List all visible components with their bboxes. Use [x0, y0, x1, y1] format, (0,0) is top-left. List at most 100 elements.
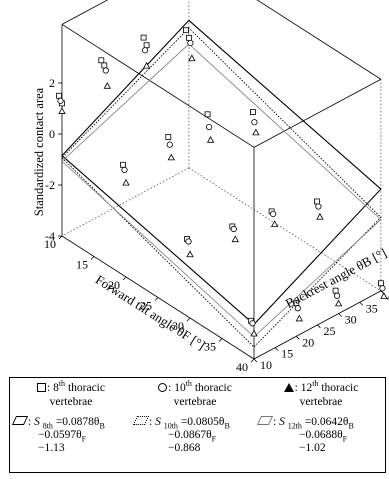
box-edge	[253, 78, 382, 148]
backrest-tick-label: 20	[302, 335, 314, 349]
data-point-circle	[249, 320, 256, 327]
dotted-plane-icon	[132, 416, 150, 425]
forward-tick	[186, 317, 191, 322]
data-point-triangle	[103, 81, 111, 89]
forward-tick	[122, 276, 127, 281]
y-axis-title: Standardized contact area	[32, 87, 46, 216]
data-point-triangle	[231, 235, 239, 243]
data-point-circle	[185, 238, 192, 245]
forward-tick-label: 15	[76, 258, 88, 272]
forward-tick-label: 25	[140, 299, 152, 313]
data-point-square	[140, 34, 147, 41]
data-point-triangle	[58, 107, 66, 114]
square-marker-icon	[37, 383, 46, 392]
data-point-triangle	[186, 250, 194, 258]
data-point-square	[249, 109, 256, 115]
data-point-circle	[333, 292, 341, 299]
data-point-circle	[315, 203, 322, 210]
data-point-triangle	[122, 178, 130, 186]
data-point-triangle	[334, 299, 343, 307]
box-edge-hidden	[61, 167, 190, 237]
forward-tick	[218, 338, 223, 342]
chart-3d-scatter: -4 -2 0 2 10 15 20 25 30 35 40 10 15 20 25 30 35 40 Standa…	[32, 0, 389, 372]
forward-tick-label: 10	[44, 237, 56, 251]
data-point-circle	[57, 97, 64, 104]
backrest-tick-label: 10	[260, 358, 272, 372]
forward-tick-label: 30	[172, 319, 184, 333]
box-edge-hidden	[188, 167, 382, 292]
data-point-circle	[166, 141, 173, 148]
data-point-circle	[121, 166, 128, 173]
data-point-circle	[102, 67, 109, 74]
backrest-tick	[380, 290, 385, 295]
backrest-tick-label: 30	[345, 313, 357, 327]
data-point-triangle	[167, 153, 175, 161]
backrest-tick	[296, 336, 300, 340]
legend-equation-12th: : S 12th =0.0642θB −0.0688θF −1.02	[256, 416, 354, 455]
data-point-circle	[294, 305, 301, 312]
backrest-tick	[274, 347, 279, 351]
forward-tick	[250, 358, 255, 363]
vertical-tick-label: 0	[49, 127, 55, 141]
circle-marker-icon	[158, 383, 168, 392]
legend-entry-12th: : 12th thoracic vertebrae	[260, 380, 382, 409]
backrest-tick-label: 40	[387, 290, 389, 304]
box-edge	[256, 0, 382, 80]
data-point-circle	[206, 123, 213, 131]
data-point-square	[313, 198, 320, 205]
forward-tick	[58, 235, 63, 240]
forward-axis-title: Forward tilt angle θF [°]	[93, 272, 208, 353]
data-point-circle	[379, 285, 386, 292]
data-point-square	[101, 62, 108, 69]
data-point-square	[182, 27, 189, 34]
triangle-marker-icon	[283, 383, 294, 392]
fit-plane-2	[61, 27, 382, 348]
backrest-tick-label: 35	[366, 301, 378, 315]
legend-equation-10th: : S 10th =0.0805θB −0.0867θF −0.868	[132, 416, 230, 455]
forward-tick-label: 35	[204, 340, 216, 354]
data-point-square	[332, 287, 339, 294]
data-point-triangle	[142, 61, 151, 69]
data-point-square	[377, 280, 384, 287]
data-point-triangle	[270, 220, 279, 228]
data-point-circle	[269, 210, 277, 218]
backrest-tick	[253, 358, 258, 363]
data-point-circle	[230, 225, 237, 233]
data-point-circle	[187, 39, 194, 47]
forward-tick-label: 40	[236, 360, 248, 372]
solid-plane-icon	[11, 416, 29, 425]
backrest-tick	[317, 324, 321, 329]
data-point-circle	[142, 47, 149, 54]
data-point-square	[143, 42, 150, 49]
data-point-triangle	[250, 329, 258, 337]
data-point-triangle	[295, 314, 303, 322]
gray-plane-icon	[256, 416, 274, 425]
backrest-tick-label: 15	[281, 347, 293, 361]
data-point-triangle	[380, 292, 388, 299]
chart-svg: -4 -2 0 2 10 15 20 25 30 35 40 10 15 20 25 30 35 40 Standa…	[32, 0, 389, 372]
vertical-tick-label: 2	[49, 76, 55, 90]
data-point-triangle	[252, 128, 260, 136]
data-point-square	[120, 161, 126, 168]
backrest-tick	[338, 313, 342, 317]
data-point-square	[98, 57, 105, 64]
data-point-square	[56, 92, 62, 99]
vertical-tick-label: -2	[45, 178, 55, 192]
box-edge	[61, 0, 109, 25]
forward-tick	[154, 297, 159, 301]
data-point-triangle	[316, 212, 324, 220]
legend: : 8th thoracic vertebrae : 10th thoracic…	[9, 377, 386, 473]
box-edge	[61, 24, 255, 148]
backrest-tick	[359, 301, 364, 306]
backrest-tick-label: 25	[323, 324, 335, 338]
legend-entry-10th: : 10th thoracic vertebrae	[136, 380, 254, 409]
vertical-tick-label: -4	[45, 229, 55, 243]
legend-entry-8th: : 8th thoracic vertebrae	[12, 380, 130, 409]
data-point-square	[204, 111, 211, 118]
data-point-square	[185, 34, 192, 41]
data-point-triangle	[206, 135, 215, 143]
data-point-circle	[251, 119, 258, 126]
data-point-square	[165, 134, 172, 140]
fit-plane-3	[61, 43, 382, 338]
legend-equation-8th: : S 8th =0.0878θB −0.0597θF −1.13	[11, 416, 105, 455]
